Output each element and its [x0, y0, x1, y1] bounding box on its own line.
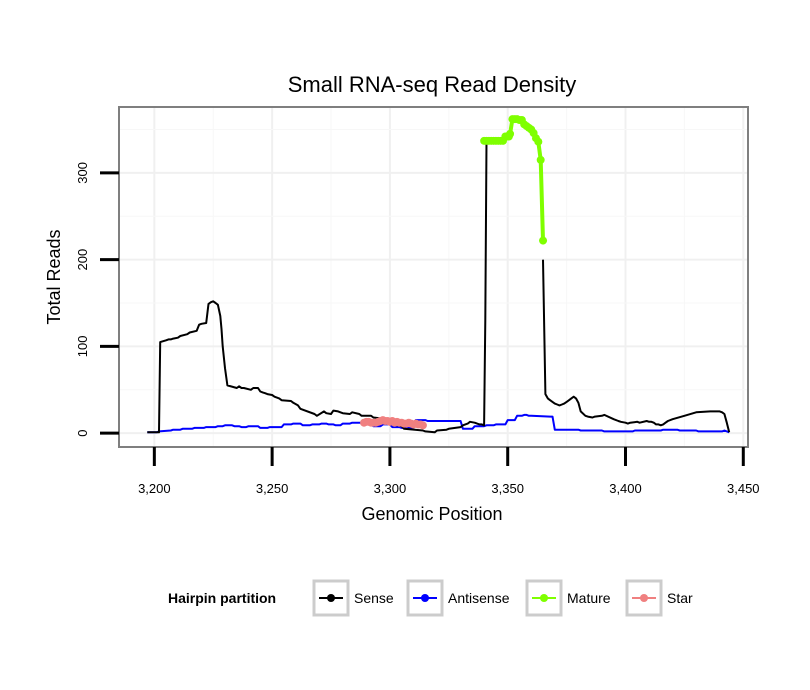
y-tick-label: 0	[75, 430, 90, 437]
sense-tail-series-line	[542, 259, 731, 433]
x-tick-label: 3,300	[374, 481, 407, 496]
star-legend-label: Star	[667, 590, 693, 606]
star-legend-point	[640, 594, 648, 602]
grid-lines	[120, 108, 747, 446]
sense-legend-point	[327, 594, 335, 602]
mature-data-point	[539, 236, 548, 245]
legend-title: Hairpin partition	[168, 590, 276, 606]
y-axis: 0 100 200 300	[75, 162, 119, 437]
antisense-legend-label: Antisense	[448, 590, 510, 606]
x-axis-label: Genomic Position	[361, 504, 502, 524]
chart-title: Small RNA-seq Read Density	[288, 72, 577, 97]
mature-data-point	[534, 137, 543, 146]
x-tick-label: 3,200	[138, 481, 171, 496]
antisense-legend-point	[421, 594, 429, 602]
x-tick-label: 3,450	[727, 481, 760, 496]
series-layer	[147, 115, 731, 434]
y-tick-label: 300	[75, 162, 90, 184]
mature-legend-point	[540, 594, 548, 602]
sense-series-line	[147, 140, 488, 434]
y-axis-label: Total Reads	[44, 229, 64, 324]
sense-legend-label: Sense	[354, 590, 394, 606]
x-tick-label: 3,400	[609, 481, 642, 496]
legend: Hairpin partition Sense Antisense Mature St…	[168, 579, 693, 617]
mature-data-point	[506, 129, 515, 138]
star-data-point	[418, 421, 427, 430]
mature-legend-label: Mature	[567, 590, 611, 606]
x-axis: 3,200 3,250 3,300 3,350 3,400 3,450	[138, 447, 760, 496]
y-tick-label: 200	[75, 249, 90, 271]
plot-panel	[118, 106, 749, 448]
x-tick-label: 3,350	[491, 481, 524, 496]
y-tick-label: 100	[75, 336, 90, 358]
x-tick-label: 3,250	[256, 481, 289, 496]
mature-data-point	[536, 155, 545, 164]
